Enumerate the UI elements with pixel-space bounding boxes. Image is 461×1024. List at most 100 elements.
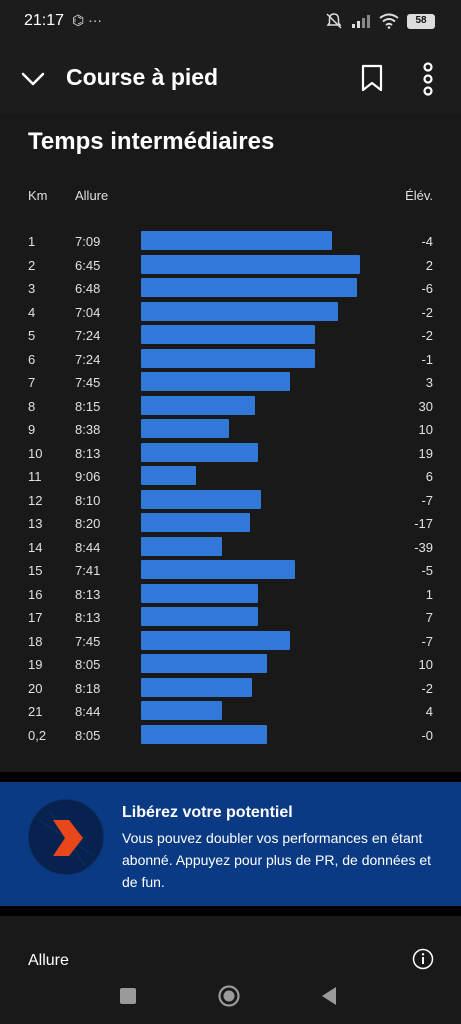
split-elevation: 10: [418, 422, 433, 437]
split-pace: 8:10: [75, 492, 101, 508]
app-bar: Course à pied: [0, 44, 461, 114]
pace-section: Allure: [0, 916, 461, 976]
split-row: 19 8:05 10: [0, 653, 461, 676]
split-pace-bar: [141, 419, 229, 438]
split-km: 1: [28, 234, 36, 249]
notification-icons: ⌬ ···: [72, 12, 103, 28]
column-header-km: Km: [28, 188, 48, 203]
split-pace-bar: [141, 325, 315, 344]
signal-icon: [352, 15, 370, 28]
info-icon[interactable]: [412, 948, 434, 970]
battery-icon: 58: [407, 13, 435, 29]
split-elevation: -4: [421, 234, 433, 249]
split-elevation: 4: [425, 704, 433, 719]
split-km: 15: [28, 563, 43, 578]
split-pace-bar: [141, 630, 290, 650]
split-row: 7 7:45 3: [0, 371, 461, 394]
split-km: 4: [28, 304, 36, 320]
split-pace-bar: [141, 607, 258, 626]
split-km: 19: [28, 657, 43, 672]
split-pace-bar: [141, 254, 360, 274]
split-elevation: 10: [418, 657, 433, 672]
split-pace: 8:20: [75, 516, 101, 531]
split-pace: 6:45: [75, 257, 101, 273]
split-elevation: -39: [414, 539, 433, 555]
split-km: 10: [28, 445, 43, 461]
split-row: 12 8:10 -7: [0, 489, 461, 512]
split-elevation: 19: [418, 445, 433, 461]
bookmark-icon[interactable]: [360, 64, 384, 92]
split-pace-bar: [141, 513, 250, 532]
split-km: 7: [28, 375, 36, 390]
split-pace: 8:15: [75, 398, 101, 414]
split-elevation: -1: [421, 351, 433, 367]
split-pace-bar: [141, 654, 267, 673]
split-row: 13 8:20 -17: [0, 512, 461, 535]
split-pace-bar: [141, 724, 267, 744]
home-button[interactable]: [218, 985, 240, 1007]
split-km: 12: [28, 492, 43, 508]
split-elevation: -7: [421, 492, 433, 508]
split-km: 6: [28, 351, 36, 367]
split-km: 0,2: [28, 727, 47, 743]
premium-promo-banner[interactable]: Libérez votre potentiel Vous pouvez doub…: [0, 782, 461, 906]
split-km: 2: [28, 257, 36, 273]
promo-title: Libérez votre potentiel: [122, 804, 293, 821]
split-pace-bar: [141, 466, 196, 485]
split-pace-bar: [141, 583, 258, 603]
wifi-icon: [379, 13, 399, 29]
split-pace: 8:44: [75, 539, 101, 555]
split-pace: 8:13: [75, 445, 101, 461]
split-row: 2 6:45 2: [0, 254, 461, 277]
split-pace: 8:05: [75, 657, 101, 672]
split-elevation: 6: [425, 469, 433, 484]
split-row: 8 8:15 30: [0, 395, 461, 418]
split-elevation: 3: [425, 375, 433, 390]
promo-body: Vous pouvez doubler vos performances en …: [122, 830, 432, 890]
split-pace-bar: [141, 395, 255, 415]
split-elevation: -6: [421, 281, 433, 296]
split-pace: 8:38: [75, 422, 101, 437]
back-button[interactable]: [320, 986, 338, 1006]
split-km: 16: [28, 586, 43, 602]
split-pace: 8:18: [75, 680, 101, 696]
split-pace: 8:13: [75, 610, 101, 625]
split-pace: 8:13: [75, 586, 101, 602]
split-row: 21 8:44 4: [0, 700, 461, 723]
split-elevation: 7: [425, 610, 433, 625]
split-pace: 7:09: [75, 234, 101, 249]
split-row: 0,2 8:05 -0: [0, 724, 461, 747]
split-pace: 9:06: [75, 469, 101, 484]
split-elevation: -0: [421, 727, 433, 743]
recents-button[interactable]: [120, 988, 136, 1004]
split-pace-bar: [141, 701, 222, 720]
pace-section-title: Allure: [28, 952, 69, 969]
split-row: 20 8:18 -2: [0, 677, 461, 700]
status-right-icons: 58: [325, 12, 435, 30]
chevron-right-icon: [38, 809, 96, 867]
split-pace-bar: [141, 278, 357, 297]
split-pace: 7:45: [75, 375, 101, 390]
split-pace: 8:05: [75, 727, 101, 743]
split-elevation: -2: [421, 680, 433, 696]
split-row: 1 7:09 -4: [0, 230, 461, 253]
split-km: 17: [28, 610, 43, 625]
column-header-elevation: Élév.: [405, 188, 433, 203]
split-pace-bar: [141, 489, 261, 509]
more-options-icon[interactable]: [416, 62, 440, 96]
split-pace-bar: [141, 677, 252, 697]
split-km: 18: [28, 633, 43, 649]
split-pace: 6:48: [75, 281, 101, 296]
split-row: 3 6:48 -6: [0, 277, 461, 300]
split-pace-bar: [141, 301, 338, 321]
split-elevation: -7: [421, 633, 433, 649]
split-km: 14: [28, 539, 43, 555]
split-elevation: 30: [418, 398, 433, 414]
split-km: 5: [28, 328, 36, 343]
split-elevation: 2: [425, 257, 433, 273]
split-row: 11 9:06 6: [0, 465, 461, 488]
chevron-down-icon[interactable]: [20, 66, 46, 92]
split-pace-bar: [141, 348, 315, 368]
mute-icon: [326, 13, 342, 29]
split-elevation: 1: [425, 586, 433, 602]
